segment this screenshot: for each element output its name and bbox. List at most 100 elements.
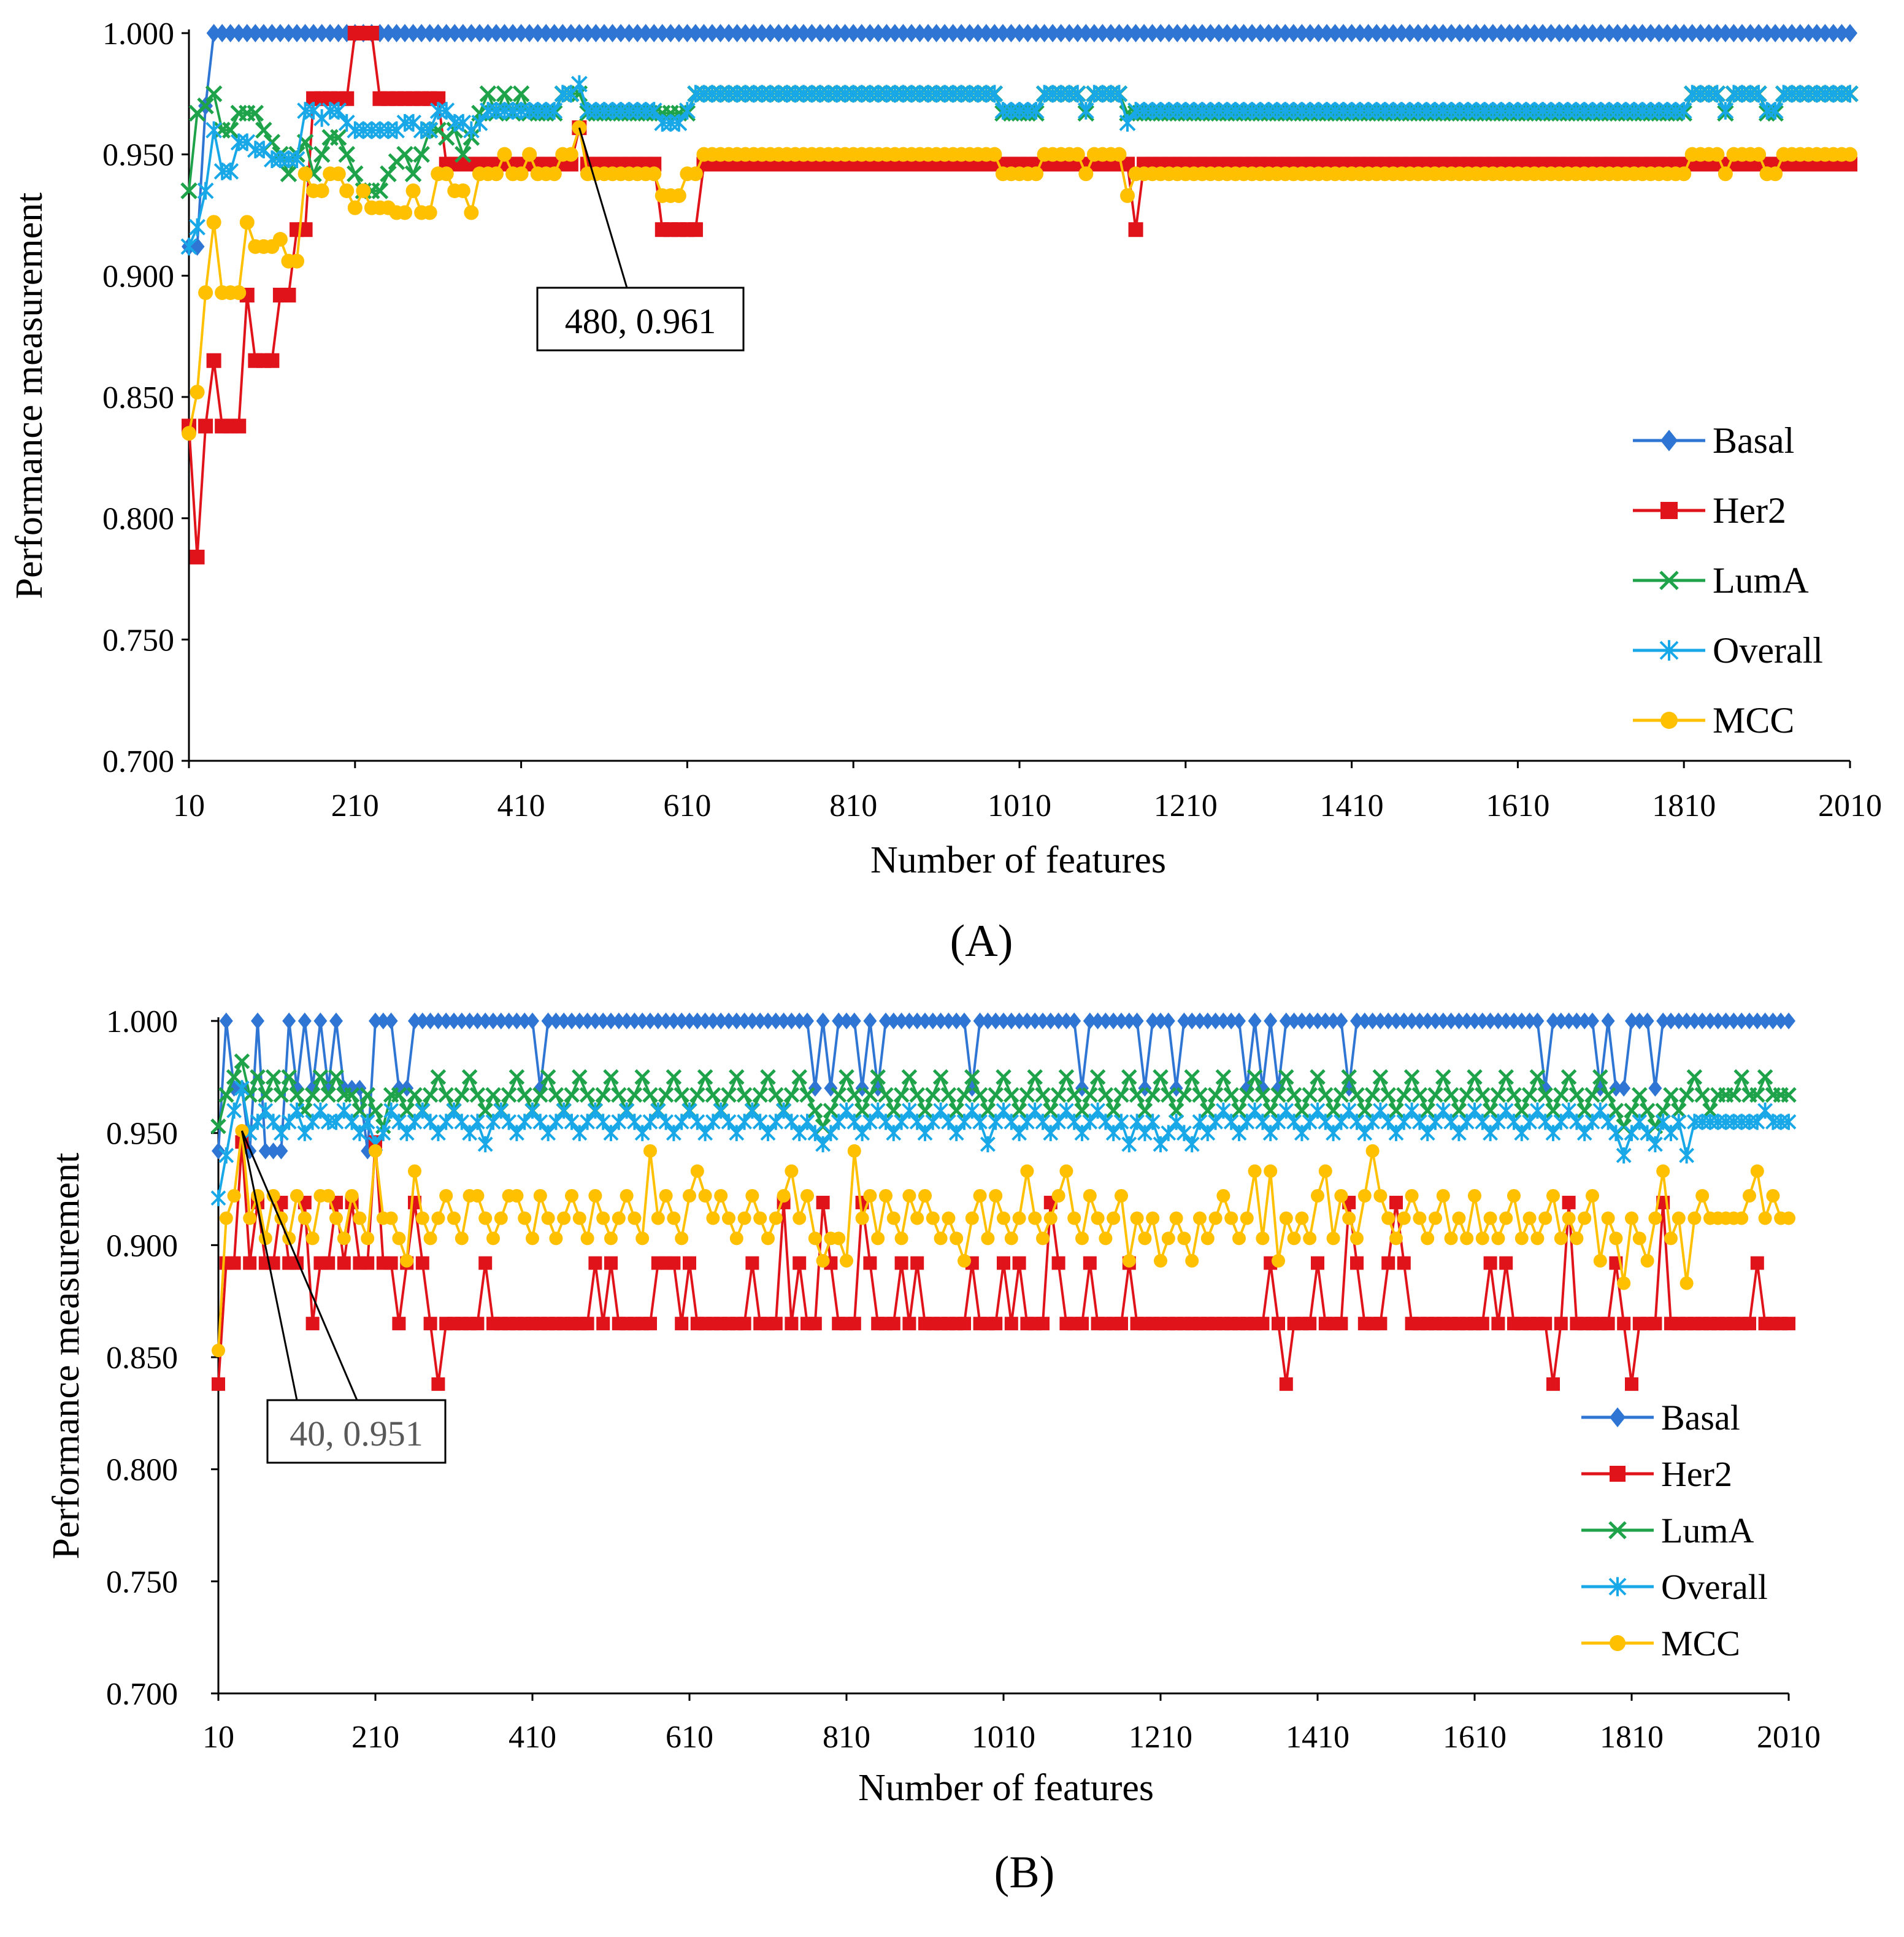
panel-a-overall-point <box>1069 85 1086 103</box>
panel-b-her2-point <box>1272 1317 1285 1331</box>
panel-a-overall-point <box>1841 85 1859 103</box>
panel-a-basal-point <box>1444 24 1459 42</box>
panel-a-overall-point <box>1750 85 1767 103</box>
panel-b-mcc-point <box>1468 1188 1481 1203</box>
panel-a-basal-point <box>1377 24 1392 42</box>
panel-b-luma-point <box>485 1087 501 1103</box>
panel-b-luma-point <box>469 1087 486 1103</box>
panel-b-mcc-point <box>1687 1211 1702 1225</box>
panel-a-mcc-point <box>497 147 512 162</box>
panel-a-overall-point <box>222 162 239 180</box>
panel-b-mcc-point <box>926 1211 940 1225</box>
panel-b-basal-point <box>902 1012 916 1030</box>
panel-a-mcc-point <box>397 205 413 220</box>
panel-b-her2-point <box>1743 1317 1756 1331</box>
panel-b-overall-point <box>1592 1102 1608 1119</box>
panel-a-mcc-point <box>339 183 355 198</box>
panel-b-luma-point <box>572 1069 588 1085</box>
panel-b-basal-point <box>706 1012 720 1030</box>
panel-a-basal-point <box>1078 24 1094 42</box>
panel-b-mcc-point <box>832 1231 846 1246</box>
panel-b-mcc-point <box>1593 1253 1607 1268</box>
panel-b-mcc-point <box>1436 1188 1450 1203</box>
panel-b-mcc-point <box>1232 1231 1246 1246</box>
panel-b-luma-point <box>1286 1087 1302 1103</box>
panel-a-overall-point <box>986 85 1003 103</box>
panel-b-mcc-point <box>1617 1276 1631 1290</box>
panel-a-x-tick-label: 210 <box>331 788 379 823</box>
panel-a-basal-point <box>414 24 429 42</box>
panel-b-mcc-point <box>345 1188 359 1203</box>
panel-b-her2-point <box>478 1256 493 1270</box>
panel-b-her2-point <box>1491 1317 1505 1331</box>
panel-b-mcc-point <box>1193 1211 1207 1225</box>
panel-b-mcc-point <box>1743 1188 1756 1203</box>
panel-b-mcc-point <box>290 1188 304 1203</box>
panel-a-basal-point <box>821 24 836 42</box>
panel-b-luma-point <box>1529 1069 1546 1085</box>
panel-b-basal-point <box>879 1012 893 1030</box>
panel-b-mcc-point <box>1640 1253 1654 1268</box>
panel-b-basal-point <box>753 1012 767 1030</box>
panel-b-basal-point <box>526 1012 539 1030</box>
panel-a-series-mcc <box>182 120 1857 441</box>
panel-b-overall-point <box>1427 1114 1443 1130</box>
panel-b-x-tick-label: 2010 <box>1757 1720 1821 1755</box>
panel-b-luma-point <box>438 1087 454 1103</box>
panel-a-x-axis-title: Number of features <box>870 839 1166 881</box>
panel-b-overall-point <box>1247 1102 1263 1119</box>
panel-a-basal-point <box>272 24 288 42</box>
panel-b-basal-point <box>1028 1012 1042 1030</box>
panel-a-legend-marker-overall <box>1659 640 1679 661</box>
panel-b-overall-point <box>1153 1136 1169 1153</box>
panel-a-luma-point <box>247 104 264 122</box>
panel-b-basal-point <box>1248 1012 1262 1030</box>
panel-b-x-tick-label: 10 <box>202 1720 234 1755</box>
panel-a-basal-point <box>1535 24 1551 42</box>
panel-a-basal-point <box>1386 24 1401 42</box>
panel-b-luma-point <box>1749 1087 1765 1103</box>
panel-b-legend-label-luma: LumA <box>1661 1511 1754 1550</box>
panel-a-basal-point <box>1302 24 1318 42</box>
panel-a-her2-point <box>264 353 280 368</box>
panel-b-annotation-leader-1 <box>240 1130 298 1401</box>
panel-a-mcc-point <box>671 188 686 203</box>
panel-a-annotation-label: 480, 0.961 <box>565 301 716 341</box>
panel-b-overall-point <box>1757 1102 1773 1119</box>
panel-b-her2-point <box>1075 1317 1089 1331</box>
panel-b-overall-point <box>823 1125 839 1141</box>
panel-b-her2-point <box>643 1317 657 1331</box>
panel-b-her2-point <box>1397 1256 1411 1270</box>
panel-b-basal-point <box>761 1012 775 1030</box>
panel-b-luma-point <box>674 1087 689 1103</box>
panel-b-mcc-point <box>1146 1211 1160 1225</box>
panel-b-luma-point <box>1310 1069 1326 1085</box>
panel-b-mcc-point <box>1216 1188 1230 1203</box>
panel-a-basal-point <box>389 24 404 42</box>
panel-b-mcc-point <box>431 1211 445 1225</box>
panel-a-basal-point <box>870 24 886 42</box>
panel-b-her2-point <box>1311 1256 1324 1270</box>
panel-b-luma-point <box>1278 1069 1294 1085</box>
panel-b-overall-point <box>619 1102 635 1119</box>
panel-b-mcc-point <box>1672 1211 1686 1225</box>
panel-b-basal-point <box>455 1012 469 1030</box>
panel-b-overall-point <box>1490 1114 1506 1130</box>
panel-a-her2-point <box>1120 156 1135 172</box>
panel-b-luma-point <box>1153 1069 1169 1085</box>
panel-b-her2-point <box>769 1317 783 1331</box>
panel-b-basal-point <box>212 1142 225 1160</box>
panel-b-her2-point <box>384 1256 398 1270</box>
panel-b-overall-point <box>1365 1114 1381 1130</box>
panel-b-axes: 0.700 0.750 0.800 0.850 0.900 0.950 1.000 10 210… <box>106 1004 1821 1755</box>
panel-b-basal-point <box>1122 1012 1136 1030</box>
panel-b-mcc-point <box>1429 1211 1442 1225</box>
panel-b-basal-point <box>1405 1012 1419 1030</box>
panel-b-basal-point <box>1107 1012 1121 1030</box>
panel-a-basal-point <box>1809 24 1824 42</box>
panel-b-mcc-point <box>800 1188 814 1203</box>
panel-a-basal-point <box>1203 24 1218 42</box>
panel-b-overall-point <box>1318 1114 1334 1130</box>
panel-b-basal-point <box>384 1012 398 1030</box>
panel-b-overall-point <box>1239 1114 1255 1130</box>
